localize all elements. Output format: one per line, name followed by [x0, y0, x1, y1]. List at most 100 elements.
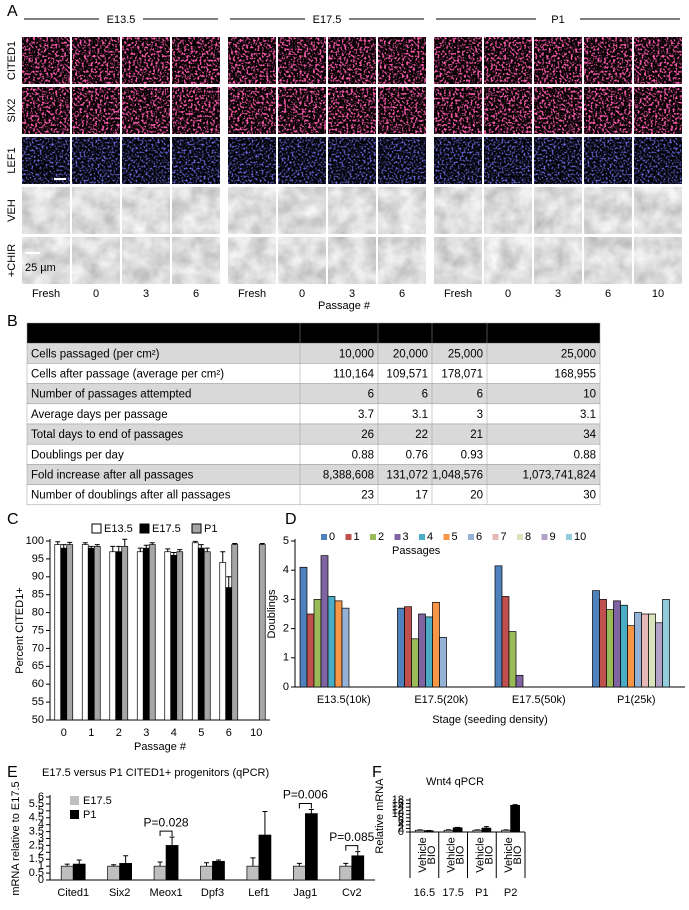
error-bar [137, 547, 143, 552]
y-tick-label: 0 [38, 874, 44, 886]
bar [313, 599, 322, 688]
bar-label: BIO [483, 845, 495, 864]
table-cell: 25,000 [448, 348, 483, 360]
table-row [26, 484, 601, 506]
column-label: Fresh [238, 288, 266, 300]
x-tick-label: 6 [226, 727, 232, 739]
legend-swatch [492, 534, 499, 540]
column-label: 10 [652, 288, 664, 300]
bar [109, 551, 117, 721]
legend-swatch [468, 534, 474, 540]
micrograph [72, 187, 120, 234]
x-tick-label: Cited1 [57, 887, 89, 899]
legend-swatch [91, 523, 102, 534]
panel-label: C [7, 511, 19, 528]
y-tick-label: 70 [32, 642, 44, 654]
y-tick-label: 100 [26, 535, 44, 547]
error-bar [220, 551, 226, 563]
x-tick-label: 1 [88, 727, 94, 739]
error-bar [111, 864, 117, 867]
y-tick-label: 4.5 [29, 812, 44, 824]
table-cell: 6 [422, 389, 428, 401]
bar [425, 616, 433, 688]
x-tick-label: Dpf3 [201, 887, 224, 899]
table-cell: 0.93 [461, 449, 483, 461]
bar [634, 612, 642, 688]
column-label: Fresh [32, 288, 60, 300]
bar [148, 544, 156, 721]
panel-label: A [7, 3, 18, 20]
table-cell: Cells after passage (average per cm²) [31, 369, 224, 381]
significance-bracket [159, 830, 173, 837]
table-cell: 0.76 [406, 449, 428, 461]
y-tick-label: 10 [392, 808, 404, 820]
bar [87, 547, 95, 721]
table-header: E13.5 [304, 328, 334, 340]
y-tick-label: 4 [38, 819, 44, 831]
legend-swatch [139, 523, 150, 534]
chart-title: Wnt4 qPCR [426, 776, 484, 788]
micrograph [434, 187, 482, 234]
legend-label: 10 [574, 531, 586, 543]
legend-swatch [443, 534, 450, 540]
error-bar [250, 857, 256, 867]
bar [115, 551, 123, 721]
bar [320, 555, 329, 688]
bar [641, 613, 649, 688]
micrograph-signal [228, 137, 276, 184]
panel-label: B [7, 313, 18, 330]
bar [648, 613, 656, 688]
bar-label: BIO [455, 845, 467, 864]
micrograph-signal [172, 37, 220, 84]
error-bar [296, 862, 302, 867]
micrograph-signal [22, 87, 70, 134]
column-label: 6 [193, 288, 199, 300]
error-bar [446, 829, 452, 831]
bar [351, 855, 365, 881]
error-bar [82, 542, 88, 545]
y-tick-label: 6 [398, 815, 404, 827]
panel-label: E [7, 764, 18, 781]
bar [452, 827, 463, 833]
x-tick-label: 10 [250, 727, 262, 739]
x-tick-label: Lef1 [248, 887, 269, 899]
y-tick-label: 5 [38, 805, 44, 817]
bar [200, 865, 213, 881]
bar [258, 544, 266, 721]
bar [306, 613, 315, 688]
table-cell: 1,048,576 [432, 470, 483, 482]
bar [66, 544, 74, 721]
column-label: Fresh [444, 288, 472, 300]
bar [136, 551, 144, 721]
y-tick-label: 0.5 [29, 867, 44, 879]
column-label: 0 [299, 288, 305, 300]
micrograph [534, 187, 582, 234]
x-tick-label: 16.5 [414, 887, 435, 899]
bar [327, 596, 336, 688]
y-tick-label: 60 [32, 678, 44, 690]
micrograph [534, 237, 582, 284]
micrograph-signal [122, 87, 170, 134]
y-tick-label: 12 [392, 805, 404, 817]
p-value: P=0.028 [144, 815, 189, 829]
bar [142, 547, 150, 721]
bar [481, 827, 492, 833]
bar [341, 607, 350, 688]
row-label: LEF1 [6, 147, 18, 173]
micrograph-signal [122, 137, 170, 184]
x-tick-label: E13.5(10k) [317, 694, 371, 706]
error-bar [216, 859, 221, 862]
x-tick-label: Cv2 [342, 887, 362, 899]
y-tick-label: 5 [283, 535, 289, 547]
x-tick-label: Jag1 [293, 887, 317, 899]
micrograph-signal [22, 137, 70, 184]
micrograph-signal [534, 137, 582, 184]
micrograph-signal [72, 87, 120, 134]
x-axis-label: Passage # [134, 741, 187, 753]
x-axis-label: Passage # [318, 300, 371, 312]
table-cell: 109,571 [386, 369, 428, 381]
table-cell: Fold increase after all passages [31, 470, 194, 482]
micrograph [278, 237, 326, 284]
y-tick-label: 6 [38, 791, 44, 803]
table-cell: 34 [583, 429, 596, 441]
